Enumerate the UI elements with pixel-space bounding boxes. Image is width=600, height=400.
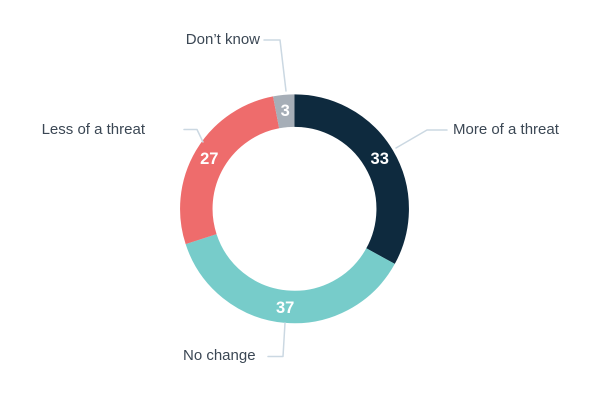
category-label-no-change: No change bbox=[183, 347, 256, 364]
donut-segment-don-t-know[interactable] bbox=[273, 94, 295, 129]
value-label-don-t-know: 3 bbox=[281, 102, 290, 120]
leader-line-no-change bbox=[267, 322, 286, 358]
value-label-less-of-a-threat: 27 bbox=[200, 150, 218, 168]
category-label-dont-know: Don’t know bbox=[185, 31, 260, 48]
category-label-less-of-a-threat: Less of a threat bbox=[41, 121, 145, 138]
leader-line-more-of-a-threat bbox=[395, 129, 448, 149]
value-label-no-change: 37 bbox=[276, 299, 294, 317]
value-label-more-of-a-threat: 33 bbox=[371, 150, 389, 168]
donut-segment-more-of-a-threat[interactable] bbox=[294, 94, 409, 264]
donut-segment-no-change[interactable] bbox=[185, 233, 395, 324]
category-label-more-of-a-threat: More of a threat bbox=[453, 121, 559, 138]
donut-segment-less-of-a-threat[interactable] bbox=[180, 96, 280, 245]
leader-line-less-of-a-threat bbox=[183, 128, 204, 143]
leader-line-don-t-know bbox=[263, 39, 287, 92]
